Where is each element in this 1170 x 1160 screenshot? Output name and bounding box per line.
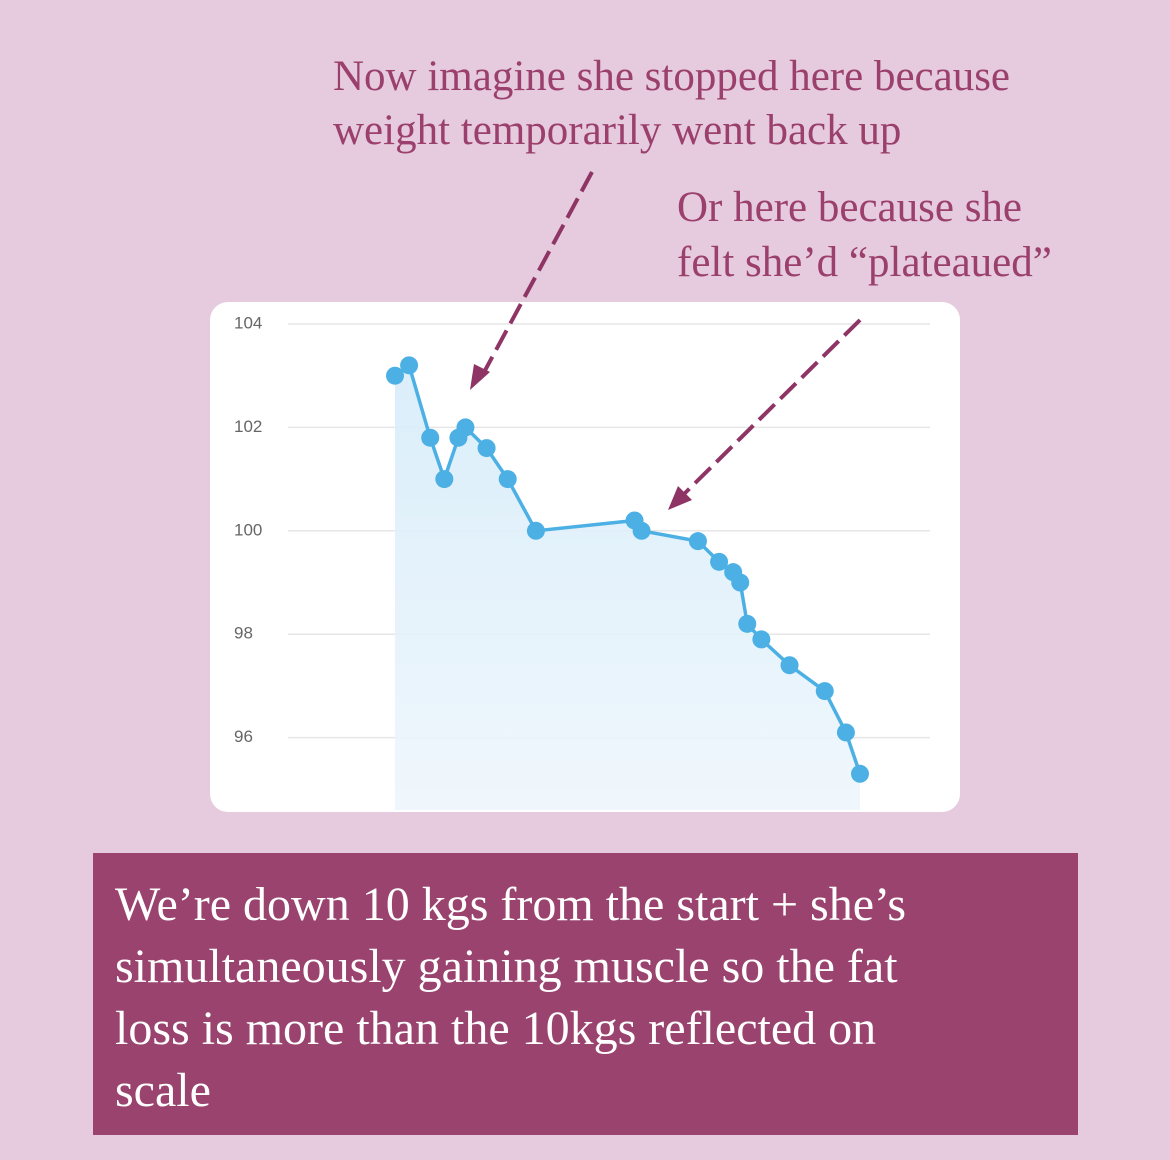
point bbox=[456, 418, 475, 437]
point bbox=[421, 428, 440, 447]
point bbox=[632, 521, 651, 540]
point bbox=[386, 366, 404, 385]
annotation-line: Or here because she bbox=[677, 184, 1022, 231]
y-tick-label: 98 bbox=[234, 624, 253, 643]
caption: We’re down 10 kgs from the start + she’s… bbox=[115, 878, 918, 1117]
point bbox=[526, 521, 545, 540]
point bbox=[688, 532, 707, 551]
point bbox=[477, 439, 496, 458]
point bbox=[435, 470, 454, 489]
point bbox=[851, 764, 869, 783]
point bbox=[752, 630, 771, 649]
point bbox=[400, 356, 419, 375]
point bbox=[780, 656, 799, 675]
arrow-head bbox=[668, 486, 692, 510]
point bbox=[738, 614, 757, 633]
arrow-head bbox=[470, 364, 490, 390]
annotation-line: weight temporarily went back up bbox=[333, 107, 901, 154]
arrows bbox=[480, 171, 862, 500]
caption-line: simultaneously gaining muscle so the fat bbox=[115, 940, 898, 993]
caption-line: scale bbox=[115, 1064, 211, 1117]
point bbox=[836, 723, 855, 742]
caption-line: loss is more than the 10kgs reflected on bbox=[115, 1002, 876, 1055]
point bbox=[815, 682, 834, 701]
point bbox=[710, 552, 729, 571]
y-tick-label: 100 bbox=[234, 520, 262, 539]
arrow bbox=[678, 318, 862, 500]
point bbox=[731, 573, 750, 592]
arrow bbox=[480, 171, 594, 377]
annotation-line: felt she’d “plateaued” bbox=[677, 239, 1052, 286]
y-tick-label: 104 bbox=[234, 313, 262, 332]
caption-box bbox=[93, 853, 1078, 1135]
caption-line: We’re down 10 kgs from the start + she’s bbox=[115, 878, 906, 931]
annotation-line: Now imagine she stopped here because bbox=[333, 53, 1010, 100]
point bbox=[498, 470, 517, 489]
area bbox=[395, 365, 860, 810]
annotation: Now imagine she stopped here because wei… bbox=[333, 53, 1021, 154]
y-tick-label: 96 bbox=[234, 727, 253, 746]
annotation: Or here because she felt she’d “plateaue… bbox=[677, 184, 1052, 286]
y-tick-label: 102 bbox=[234, 417, 262, 436]
